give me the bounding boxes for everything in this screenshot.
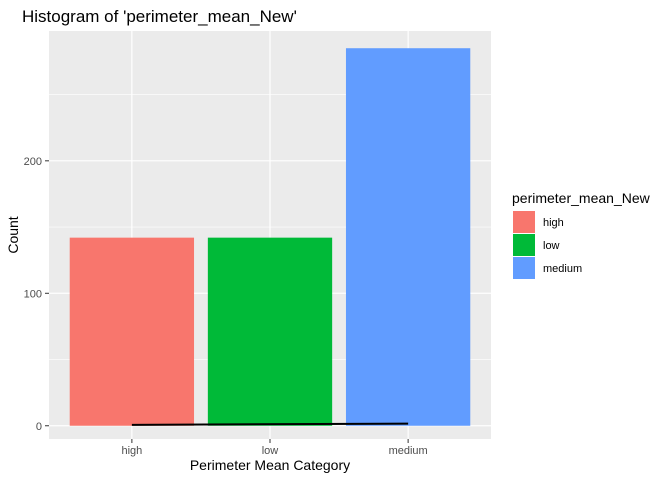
y-tick-label: 200	[24, 156, 42, 168]
chart-title: Histogram of 'perimeter_mean_New'	[22, 7, 297, 26]
bar-high	[69, 237, 195, 426]
bar-medium	[345, 48, 471, 426]
legend-key-low	[513, 234, 535, 256]
bar-low	[207, 237, 333, 426]
legend-label-medium: medium	[543, 263, 582, 275]
legend-key-high	[513, 211, 535, 233]
overlay-line-segment	[131, 422, 409, 426]
legend-title: perimeter_mean_New	[512, 190, 651, 206]
x-axis-title: Perimeter Mean Category	[190, 457, 350, 473]
x-tick-label: low	[262, 445, 279, 457]
x-tick-label: high	[121, 445, 142, 457]
legend: perimeter_mean_New high low medium	[512, 190, 651, 279]
bars	[69, 48, 471, 426]
y-tick-label: 100	[24, 288, 42, 300]
y-axis: 0 100 200	[24, 156, 49, 433]
legend-label-low: low	[543, 240, 560, 252]
y-tick-label: 0	[36, 421, 42, 433]
legend-key-medium	[513, 257, 535, 279]
x-axis: high low medium	[121, 439, 428, 457]
overlay-line	[131, 422, 409, 426]
x-tick-label: medium	[389, 445, 428, 457]
legend-label-high: high	[543, 217, 564, 229]
y-axis-title: Count	[5, 216, 21, 253]
